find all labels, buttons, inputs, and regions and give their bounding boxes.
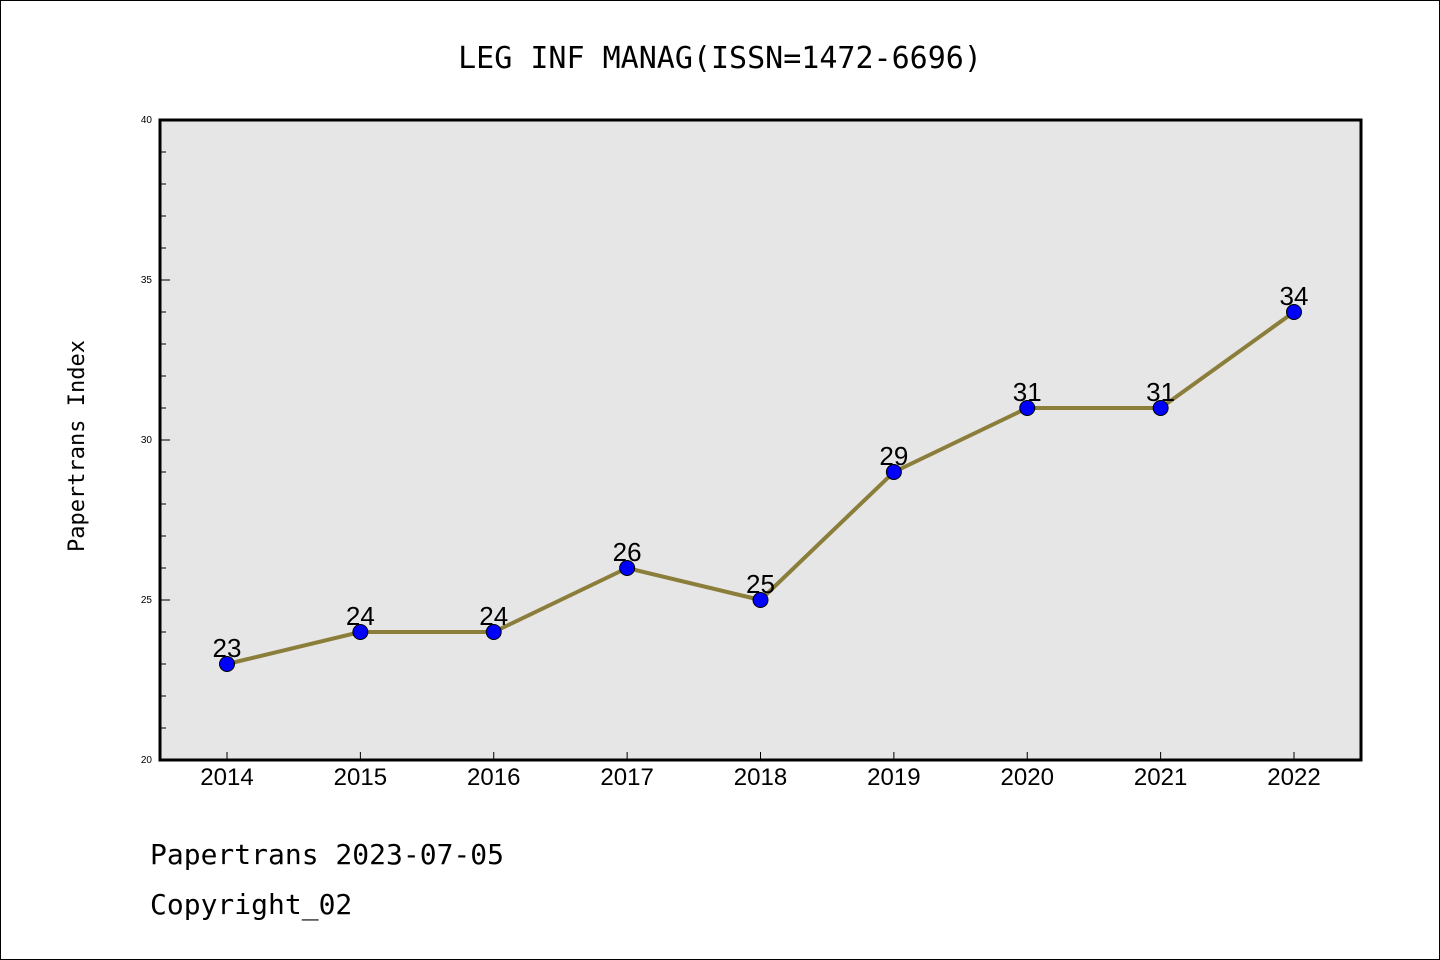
data-point xyxy=(752,592,769,608)
x-tick-label: 2015 xyxy=(334,764,387,791)
y-axis-label: Papertrans Index xyxy=(65,340,90,552)
x-tick-label: 2022 xyxy=(1267,764,1320,791)
data-label: 23 xyxy=(213,633,242,663)
data-point xyxy=(352,624,369,640)
x-tick-label: 2019 xyxy=(867,764,920,791)
y-tick-label: 25 xyxy=(141,595,153,606)
data-label: 31 xyxy=(1146,377,1175,407)
footer-date-label: Papertrans 2023-07-05 xyxy=(150,838,504,871)
data-point xyxy=(885,464,902,480)
data-label: 31 xyxy=(1013,377,1042,407)
y-tick-label: 20 xyxy=(141,755,153,766)
data-label: 25 xyxy=(746,569,775,599)
data-label: 24 xyxy=(479,601,508,631)
x-tick-label: 2021 xyxy=(1134,764,1187,791)
x-tick-label: 2017 xyxy=(600,764,653,791)
data-point xyxy=(485,624,502,640)
y-tick-label: 40 xyxy=(141,115,153,126)
plot-border xyxy=(158,118,1363,762)
x-tick-label: 2014 xyxy=(200,764,253,791)
footer-copyright-label: Copyright_02 xyxy=(150,888,352,922)
data-label: 29 xyxy=(879,441,908,471)
data-label: 34 xyxy=(1280,281,1309,311)
chart-title: LEG INF MANAG(ISSN=1472-6696) xyxy=(458,41,982,76)
data-label: 26 xyxy=(613,537,642,567)
y-tick-label: 30 xyxy=(141,435,153,446)
data-point xyxy=(1286,304,1302,320)
data-point xyxy=(1019,400,1036,416)
data-label: 24 xyxy=(346,601,375,631)
plot-area xyxy=(160,120,1361,760)
y-tick-label: 35 xyxy=(141,275,153,286)
data-point xyxy=(619,560,636,576)
series-layer: 23 24 24 26 25 29 31 31 34 xyxy=(213,281,1309,672)
x-tick-label: 2020 xyxy=(1001,764,1054,791)
x-tick-label: 2016 xyxy=(467,764,520,791)
data-point xyxy=(219,656,235,672)
data-point xyxy=(1152,400,1169,416)
x-axis: 2014 2015 2016 2017 2018 2019 2020 2021 2022 xyxy=(200,752,1321,791)
x-tick-label: 2018 xyxy=(734,764,787,791)
